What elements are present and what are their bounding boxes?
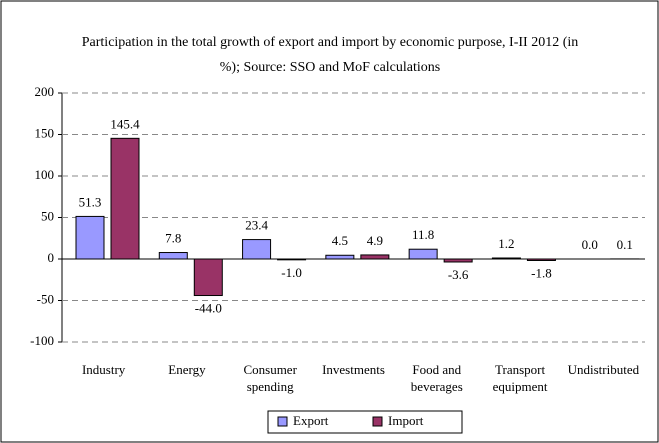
y-tick-label: 100 — [35, 167, 55, 182]
value-label: 4.9 — [367, 233, 383, 248]
bar — [193, 258, 223, 297]
y-tick-label: -50 — [37, 291, 54, 306]
x-tick-label: Consumer spending — [243, 362, 297, 394]
bar — [443, 258, 473, 263]
value-label: -1.8 — [531, 265, 552, 280]
value-label: 23.4 — [245, 218, 268, 233]
x-tick-label: Investments — [322, 362, 385, 377]
x-tick-label: Food and beverages — [410, 362, 463, 394]
x-tick-label: Transport equipment — [492, 362, 548, 394]
value-label: 0.0 — [582, 237, 598, 252]
y-tick-label: -100 — [30, 333, 54, 348]
chart-title: Participation in the total growth of exp… — [81, 35, 579, 75]
value-label: 4.5 — [332, 233, 348, 248]
bar — [242, 239, 272, 260]
value-label: 51.3 — [79, 194, 102, 209]
bar — [408, 248, 438, 260]
value-label: -44.0 — [195, 301, 222, 316]
value-label: -3.6 — [448, 267, 469, 282]
bar — [110, 137, 140, 260]
x-tick-label: Energy — [168, 362, 206, 377]
bar — [360, 254, 390, 260]
value-label: 7.8 — [165, 231, 181, 246]
bar — [158, 252, 188, 260]
legend-label: Import — [388, 413, 424, 428]
bar — [526, 258, 556, 261]
legend-swatch — [277, 416, 288, 427]
y-tick-label: 0 — [48, 250, 55, 265]
y-tick-label: 150 — [35, 125, 55, 140]
y-tick-label: 200 — [35, 84, 55, 99]
value-label: 145.4 — [110, 116, 140, 131]
bar — [75, 215, 105, 260]
value-label: 11.8 — [412, 227, 434, 242]
x-tick-label: Industry — [81, 362, 126, 377]
bar — [277, 258, 307, 261]
y-tick-label: 50 — [41, 208, 54, 223]
legend-label: Export — [293, 413, 329, 428]
value-label: 0.1 — [617, 237, 633, 252]
x-tick-label: Undistributed — [567, 362, 640, 377]
legend-box — [267, 410, 463, 434]
value-label: 1.2 — [498, 236, 514, 251]
legend-swatch — [372, 416, 383, 427]
bar — [491, 257, 521, 260]
bar — [325, 254, 355, 260]
value-label: -1.0 — [281, 265, 302, 280]
